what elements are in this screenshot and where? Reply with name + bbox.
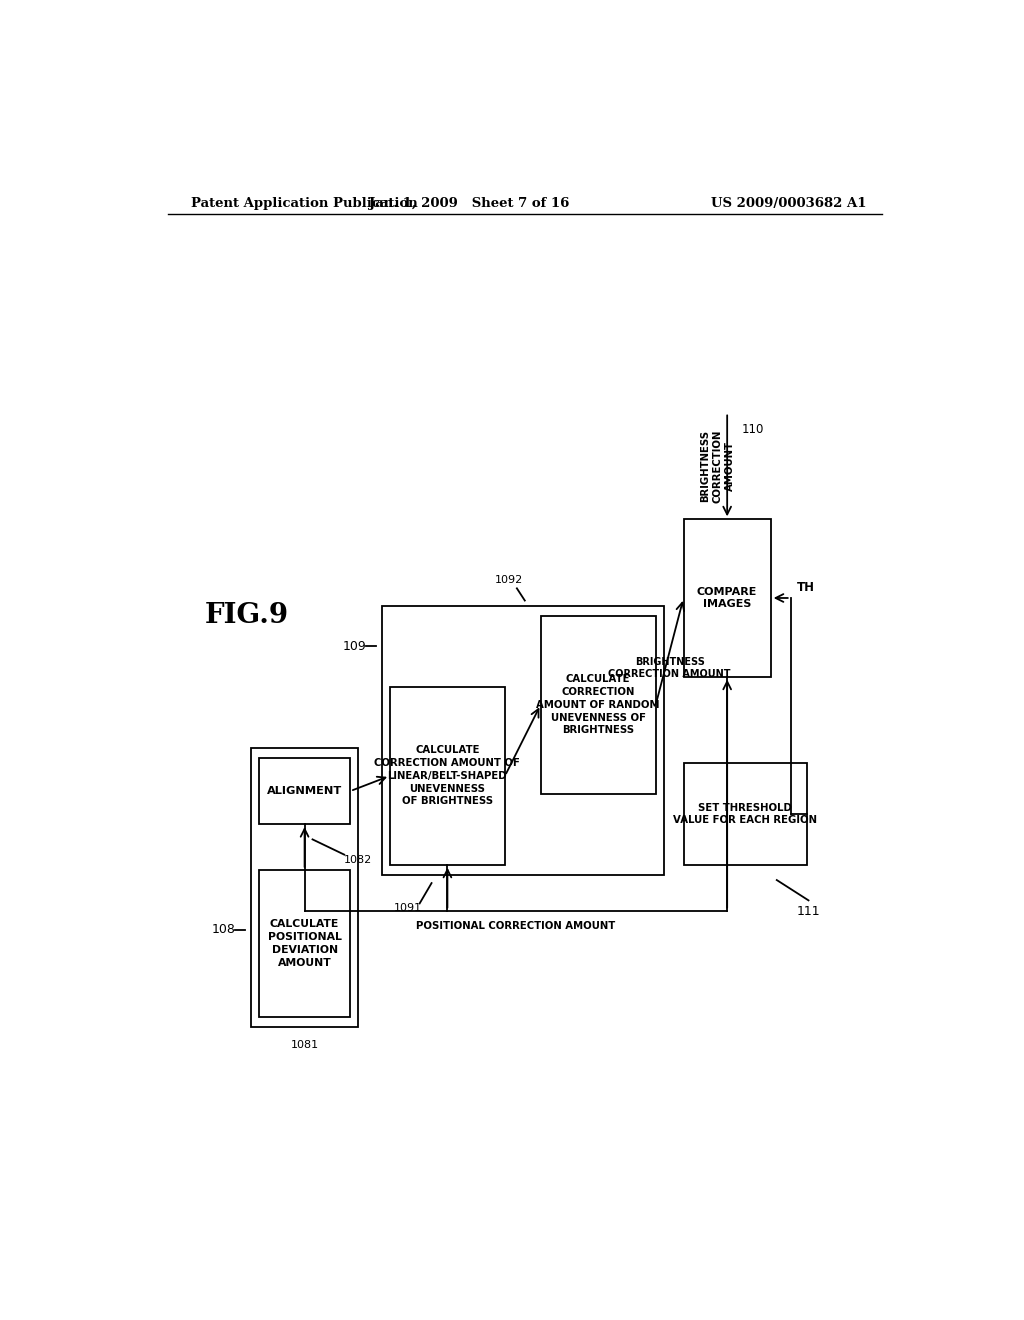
Text: 108: 108 <box>211 923 236 936</box>
Text: US 2009/0003682 A1: US 2009/0003682 A1 <box>711 197 866 210</box>
Bar <box>541 615 655 793</box>
Text: 1092: 1092 <box>495 576 523 585</box>
Bar <box>382 606 664 875</box>
Text: ALIGNMENT: ALIGNMENT <box>267 787 342 796</box>
Bar <box>259 870 350 1018</box>
Text: POSITIONAL CORRECTION AMOUNT: POSITIONAL CORRECTION AMOUNT <box>416 921 615 931</box>
Text: CALCULATE
CORRECTION
AMOUNT OF RANDOM
UNEVENNESS OF
BRIGHTNESS: CALCULATE CORRECTION AMOUNT OF RANDOM UN… <box>537 675 659 735</box>
Text: BRIGHTNESS
CORRECTION
AMOUNT: BRIGHTNESS CORRECTION AMOUNT <box>700 429 735 503</box>
Text: Jan. 1, 2009   Sheet 7 of 16: Jan. 1, 2009 Sheet 7 of 16 <box>369 197 569 210</box>
Text: CALCULATE
CORRECTION AMOUNT OF
LINEAR/BELT-SHAPED
UNEVENNESS
OF BRIGHTNESS: CALCULATE CORRECTION AMOUNT OF LINEAR/BE… <box>375 746 520 807</box>
Bar <box>390 686 505 865</box>
Text: 110: 110 <box>741 422 764 436</box>
Bar <box>251 748 358 1027</box>
Text: Patent Application Publication: Patent Application Publication <box>191 197 418 210</box>
Text: BRIGHTNESS
CORRECTION AMOUNT: BRIGHTNESS CORRECTION AMOUNT <box>608 657 731 680</box>
Bar <box>684 519 771 677</box>
Text: 1091: 1091 <box>393 903 422 913</box>
Bar <box>684 763 807 865</box>
Text: 1081: 1081 <box>291 1040 318 1049</box>
Text: TH: TH <box>797 581 815 594</box>
Text: SET THRESHOLD
VALUE FOR EACH REGION: SET THRESHOLD VALUE FOR EACH REGION <box>673 803 817 825</box>
Text: 111: 111 <box>797 906 820 919</box>
Text: CALCULATE
POSITIONAL
DEVIATION
AMOUNT: CALCULATE POSITIONAL DEVIATION AMOUNT <box>267 919 342 968</box>
Text: 1082: 1082 <box>344 854 373 865</box>
Bar <box>259 758 350 824</box>
Text: COMPARE
IMAGES: COMPARE IMAGES <box>697 586 758 610</box>
Text: 109: 109 <box>342 639 367 652</box>
Text: FIG.9: FIG.9 <box>205 602 289 630</box>
